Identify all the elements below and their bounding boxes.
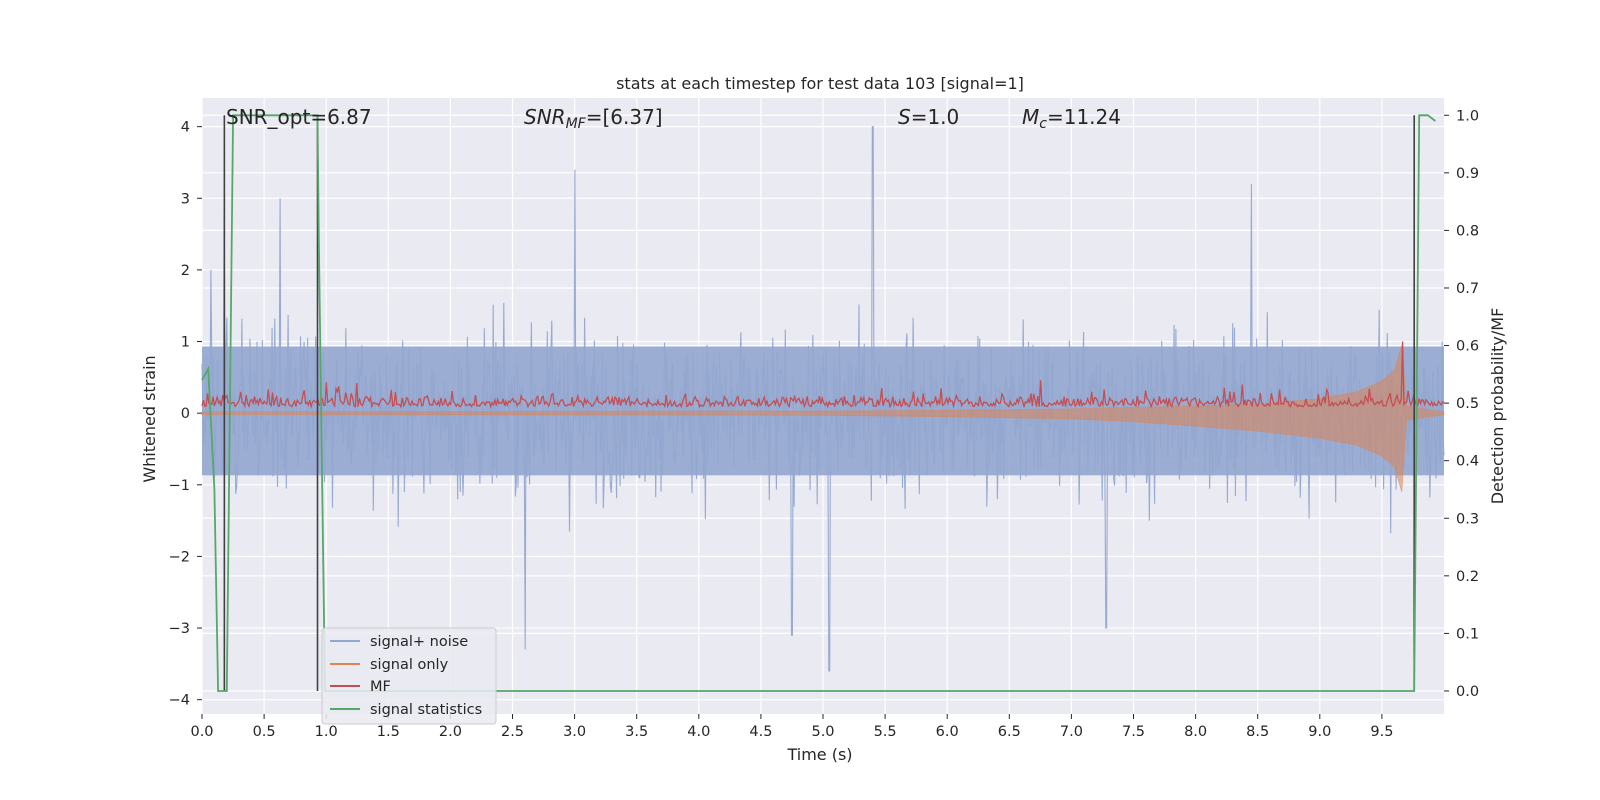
x-tick-label-15: 7.5: [1122, 724, 1145, 740]
annotations: SNR_opt=6.87 SNRMF=[6.37] S=1.0 Mc=11.24: [226, 105, 1121, 132]
y-tick-label-3: −1: [169, 478, 190, 494]
x-tick-label-11: 5.5: [874, 724, 897, 740]
x-tick-label-8: 4.0: [687, 724, 710, 740]
x-tick-label-7: 3.5: [625, 724, 648, 740]
legend-box: [321, 627, 497, 725]
x-tick-label-0: 0.0: [190, 724, 213, 740]
x-tick-label-2: 1.0: [315, 724, 338, 740]
y-tick-label-0: −4: [169, 693, 190, 709]
series-signal-statistics: [201, 114, 1436, 692]
x-tick-label-4: 2.0: [439, 724, 462, 740]
y2-tick-label-8: 0.8: [1456, 223, 1479, 239]
legend-label-mf: MF: [370, 679, 391, 695]
annotation-snr-mf-value: =[6.37]: [586, 105, 663, 129]
y2-axis-label: Detection probability/MF: [1488, 308, 1507, 505]
y2-tick-label-2: 0.2: [1456, 569, 1479, 585]
annotation-s: S=1.0: [898, 105, 959, 129]
series-mf: [201, 341, 1445, 410]
legend-label-signal-only: signal only: [370, 657, 449, 673]
x-axis-label: Time (s): [786, 745, 852, 764]
y2-tick-label-0: 0.0: [1456, 684, 1479, 700]
annotation-s-value: =1.0: [911, 105, 960, 129]
x-tick-label-18: 9.0: [1308, 724, 1331, 740]
y2-tick-label-6: 0.6: [1456, 339, 1479, 355]
annotation-mc-value: =11.24: [1047, 105, 1121, 129]
chart-title: stats at each timestep for test data 103…: [616, 74, 1024, 93]
signal-statistics-line: [201, 114, 1436, 692]
annotation-mc: Mc=11.24: [1022, 105, 1121, 132]
x-tick-label-3: 1.5: [377, 724, 400, 740]
y-tick-label-5: 1: [181, 335, 190, 351]
y-axis-label: Whitened strain: [140, 355, 159, 482]
y-tick-label-4: 0: [181, 406, 190, 422]
annotation-snr-mf: SNRMF=[6.37]: [524, 105, 663, 132]
series-signal-only: [201, 344, 1445, 493]
x-tick-label-19: 9.5: [1370, 724, 1393, 740]
signal-only-envelope: [201, 344, 1445, 493]
x-tick-label-12: 6.0: [936, 724, 959, 740]
y-tick-label-6: 2: [181, 263, 190, 279]
annotation-snr-opt: SNR_opt=6.87: [226, 105, 372, 129]
x-axis-ticks: 0.0 0.5 1.0 1.5 2.0 2.5 3.0 3.5 4.0 4.5 5.0 5.5 6.0 6…: [190, 714, 1393, 740]
y2-tick-label-1: 0.1: [1456, 626, 1479, 642]
annotation-mc-label: M: [1022, 105, 1039, 129]
y2-tick-label-10: 1.0: [1456, 108, 1479, 124]
series-layer: [201, 114, 1445, 692]
legend-label-signal-noise: signal+ noise: [370, 634, 468, 650]
y2-tick-label-9: 0.9: [1456, 166, 1479, 182]
y-tick-label-2: −2: [169, 549, 190, 565]
legend-label-signal-statistics: signal statistics: [370, 702, 482, 718]
mf-line: [201, 341, 1445, 410]
annotation-mc-sub: c: [1039, 116, 1047, 132]
x-tick-label-6: 3.0: [563, 724, 586, 740]
y2-tick-label-7: 0.7: [1456, 281, 1479, 297]
x-tick-label-16: 8.0: [1184, 724, 1207, 740]
y2-tick-label-4: 0.4: [1456, 454, 1479, 470]
y-axis-ticks: −4 −3 −2 −1 0 1 2 3 4: [169, 120, 202, 709]
x-tick-label-5: 2.5: [501, 724, 524, 740]
x-tick-label-1: 0.5: [253, 724, 276, 740]
annotation-snr-mf-sub: MF: [566, 116, 587, 132]
legend: signal+ noise signal only MF signal stat…: [321, 627, 497, 725]
x-tick-label-10: 5.0: [811, 724, 834, 740]
y-tick-label-1: −3: [169, 621, 190, 637]
y-tick-label-8: 4: [181, 120, 190, 136]
y2-tick-label-3: 0.3: [1456, 511, 1479, 527]
x-tick-label-9: 4.5: [749, 724, 772, 740]
annotation-snr-mf-label: SNR: [524, 105, 566, 129]
x-tick-label-14: 7.0: [1060, 724, 1083, 740]
y2-axis-ticks: 0.0 0.1 0.2 0.3 0.4 0.5 0.6 0.7 0.8 0.9 1.0: [1444, 108, 1479, 700]
x-tick-label-17: 8.5: [1246, 724, 1269, 740]
y2-tick-label-5: 0.5: [1456, 396, 1479, 412]
annotation-s-label: S: [898, 105, 911, 129]
y-tick-label-7: 3: [181, 191, 190, 207]
x-tick-label-13: 6.5: [998, 724, 1021, 740]
